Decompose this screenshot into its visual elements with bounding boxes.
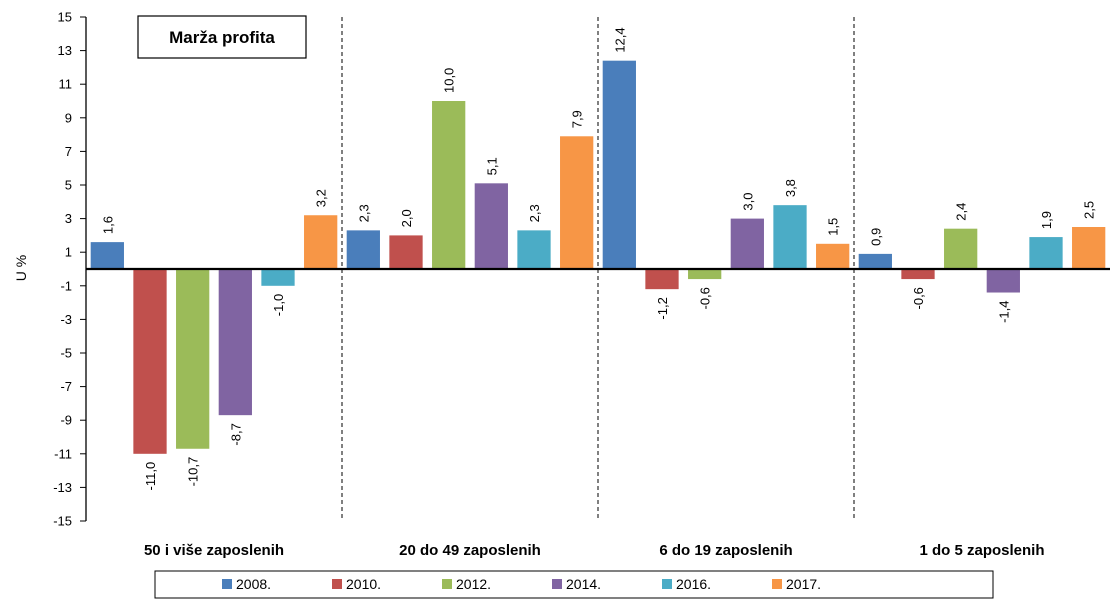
bar [218, 269, 252, 416]
y-tick-label: 15 [58, 10, 72, 25]
bar [858, 253, 892, 269]
data-label: 10,0 [442, 68, 457, 93]
data-label: -11,0 [143, 462, 158, 491]
y-tick-label: -1 [60, 278, 72, 293]
data-label: 2,3 [527, 204, 542, 222]
bar [1072, 227, 1106, 269]
category-label: 20 do 49 zaposlenih [399, 542, 541, 559]
y-tick-label: 1 [65, 245, 72, 260]
legend-label: 2017. [786, 576, 821, 592]
data-label: 1,6 [100, 216, 115, 234]
bar [986, 269, 1020, 293]
data-labels: 1,6 2,3 12,4 0,9 -11,0 2,0 -1,2 -0,6 -10,7 10,0 -0… [100, 27, 1096, 490]
title-box: Marža profita [137, 15, 307, 59]
data-label: 12,4 [612, 27, 627, 52]
bar [773, 205, 807, 269]
legend-swatch [332, 579, 342, 589]
bar [602, 60, 636, 270]
category-label: 50 i više zaposlenih [144, 542, 284, 559]
data-label: -0,6 [698, 287, 713, 309]
bar [389, 235, 423, 269]
data-label: 3,0 [740, 193, 755, 211]
legend-label: 2014. [566, 576, 601, 592]
chart-title: Marža profita [169, 28, 275, 47]
legend-swatch [442, 579, 452, 589]
y-tick-label: -7 [60, 379, 72, 394]
y-tick-label: -13 [53, 480, 72, 495]
bar [261, 269, 295, 286]
bar [346, 230, 380, 269]
data-label: 7,9 [570, 110, 585, 128]
legend-label: 2010. [346, 576, 381, 592]
legend-label: 2008. [236, 576, 271, 592]
legend-swatch [772, 579, 782, 589]
y-tick-label: 3 [65, 211, 72, 226]
bar [517, 230, 551, 269]
data-label: 3,8 [783, 179, 798, 197]
data-label: -1,0 [271, 294, 286, 316]
bar [688, 269, 722, 280]
y-tick-label: -5 [60, 346, 72, 361]
bar [944, 228, 978, 269]
legend-swatch [222, 579, 232, 589]
y-tick-label: 9 [65, 110, 72, 125]
bar [474, 183, 508, 269]
data-label: 2,5 [1082, 201, 1097, 219]
y-tick-label: 13 [58, 43, 72, 58]
y-axis-label: U % [13, 255, 29, 281]
data-label: 0,9 [868, 228, 883, 246]
data-label: -1,4 [996, 301, 1011, 323]
y-tick-label: 11 [59, 77, 73, 92]
category-label: 1 do 5 zaposlenih [919, 542, 1044, 559]
bar [304, 215, 338, 269]
data-label: -1,2 [655, 297, 670, 319]
bar [645, 269, 679, 290]
y-tick-label: -15 [53, 514, 72, 529]
data-label: 2,4 [954, 203, 969, 221]
data-label: 1,5 [826, 218, 841, 236]
bar [432, 101, 466, 269]
legend-label: 2012. [456, 576, 491, 592]
bar [901, 269, 935, 280]
data-label: -0,6 [911, 287, 926, 309]
data-label: 2,3 [356, 204, 371, 222]
data-label: 3,2 [314, 189, 329, 207]
category-label: 6 do 19 zaposlenih [659, 542, 792, 559]
y-tick-label: 7 [65, 144, 72, 159]
bar [90, 242, 124, 269]
data-label: 5,1 [484, 157, 499, 175]
legend-swatch [552, 579, 562, 589]
bar [133, 269, 167, 454]
bars [86, 60, 1110, 454]
y-tick-label: 5 [65, 178, 72, 193]
bar [816, 243, 850, 269]
data-label: 1,9 [1039, 211, 1054, 229]
category-labels: 50 i više zaposlenih 20 do 49 zaposlenih 6… [144, 542, 1045, 559]
y-tick-label: -11 [54, 446, 72, 461]
legend-swatch [662, 579, 672, 589]
bar [176, 269, 210, 449]
data-label: -8,7 [228, 423, 243, 445]
bar [730, 218, 764, 269]
data-label: 2,0 [399, 209, 414, 227]
legend-label: 2016. [676, 576, 711, 592]
bar [1029, 237, 1063, 269]
data-label: -10,7 [186, 457, 201, 487]
bar [560, 136, 594, 269]
y-tick-label: -9 [60, 413, 72, 428]
y-tick-label: -3 [60, 312, 72, 327]
legend: 2008. 2010. 2012. 2014. 2016. 2017. [154, 570, 994, 599]
